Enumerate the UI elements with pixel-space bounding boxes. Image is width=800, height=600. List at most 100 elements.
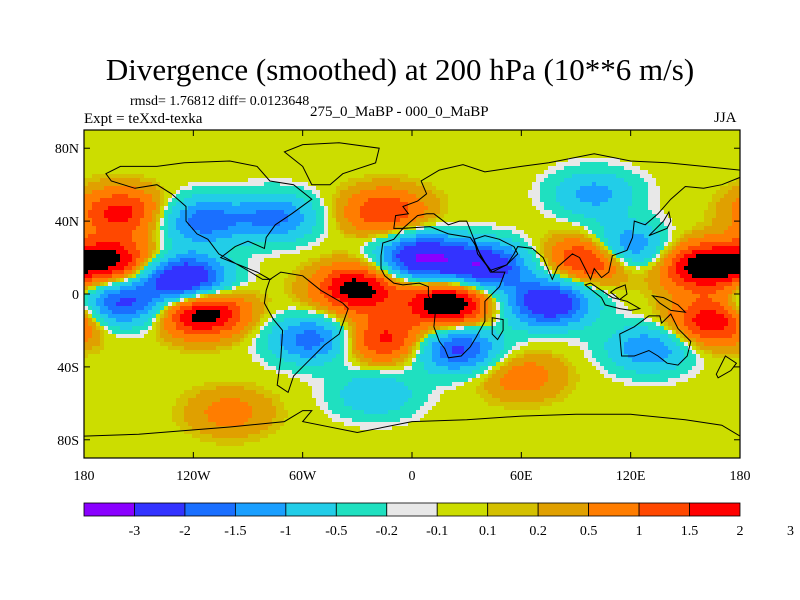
field-cell: [296, 246, 301, 251]
field-cell: [576, 194, 581, 199]
field-cell: [440, 162, 445, 167]
field-cell: [248, 182, 253, 187]
field-cell: [344, 250, 349, 255]
field-cell: [296, 134, 301, 139]
field-cell: [116, 178, 121, 183]
field-cell: [316, 242, 321, 247]
field-cell: [456, 242, 461, 247]
field-cell: [648, 190, 653, 195]
field-cell: [488, 174, 493, 179]
field-cell: [548, 206, 553, 211]
field-cell: [276, 186, 281, 191]
field-cell: [676, 166, 681, 171]
field-cell: [568, 242, 573, 247]
field-cell: [88, 170, 93, 175]
field-cell: [468, 150, 473, 155]
field-cell: [320, 154, 325, 159]
field-cell: [436, 142, 441, 147]
field-cell: [184, 158, 189, 163]
field-cell: [680, 218, 685, 223]
field-cell: [292, 186, 297, 191]
field-cell: [716, 198, 721, 203]
field-cell: [596, 150, 601, 155]
field-cell: [248, 166, 253, 171]
field-cell: [520, 142, 525, 147]
field-cell: [452, 190, 457, 195]
field-cell: [380, 134, 385, 139]
field-cell: [328, 146, 333, 151]
field-cell: [316, 166, 321, 171]
field-cell: [616, 154, 621, 159]
field-cell: [708, 226, 713, 231]
field-cell: [576, 226, 581, 231]
field-cell: [88, 166, 93, 171]
field-cell: [292, 246, 297, 251]
field-cell: [576, 246, 581, 251]
field-cell: [176, 230, 181, 235]
field-cell: [564, 190, 569, 195]
field-cell: [540, 178, 545, 183]
field-cell: [448, 246, 453, 251]
field-cell: [156, 170, 161, 175]
field-cell: [136, 234, 141, 239]
field-cell: [136, 250, 141, 255]
field-cell: [620, 198, 625, 203]
field-cell: [292, 242, 297, 247]
field-cell: [312, 178, 317, 183]
field-cell: [624, 202, 629, 207]
field-cell: [424, 146, 429, 151]
field-cell: [456, 202, 461, 207]
field-cell: [116, 166, 121, 171]
field-cell: [228, 138, 233, 143]
field-cell: [588, 202, 593, 207]
field-cell: [132, 250, 137, 255]
field-cell: [404, 206, 409, 211]
field-cell: [356, 150, 361, 155]
field-cell: [192, 222, 197, 227]
field-cell: [512, 134, 517, 139]
field-cell: [120, 178, 125, 183]
field-cell: [608, 166, 613, 171]
field-cell: [436, 182, 441, 187]
field-cell: [216, 234, 221, 239]
field-cell: [376, 206, 381, 211]
field-cell: [296, 210, 301, 215]
field-cell: [728, 206, 733, 211]
field-cell: [208, 146, 213, 151]
field-cell: [144, 218, 149, 223]
field-cell: [480, 142, 485, 147]
field-cell: [564, 146, 569, 151]
field-cell: [200, 186, 205, 191]
field-cell: [476, 130, 481, 135]
field-cell: [552, 134, 557, 139]
field-cell: [212, 138, 217, 143]
field-cell: [620, 134, 625, 139]
field-cell: [700, 174, 705, 179]
field-cell: [240, 234, 245, 239]
field-cell: [160, 250, 165, 255]
field-cell: [680, 222, 685, 227]
field-cell: [360, 246, 365, 251]
field-cell: [712, 226, 717, 231]
field-cell: [376, 230, 381, 235]
field-cell: [284, 246, 289, 251]
field-cell: [392, 214, 397, 219]
field-cell: [424, 202, 429, 207]
field-cell: [372, 146, 377, 151]
field-cell: [700, 222, 705, 227]
field-cell: [260, 150, 265, 155]
field-cell: [296, 182, 301, 187]
field-cell: [92, 158, 97, 163]
field-cell: [712, 202, 717, 207]
field-cell: [256, 210, 261, 215]
field-cell: [168, 250, 173, 255]
field-cell: [584, 238, 589, 243]
field-cell: [576, 230, 581, 235]
field-cell: [236, 226, 241, 231]
field-cell: [212, 250, 217, 255]
field-cell: [220, 198, 225, 203]
field-cell: [88, 182, 93, 187]
field-cell: [260, 186, 265, 191]
field-cell: [492, 234, 497, 239]
field-cell: [732, 190, 737, 195]
